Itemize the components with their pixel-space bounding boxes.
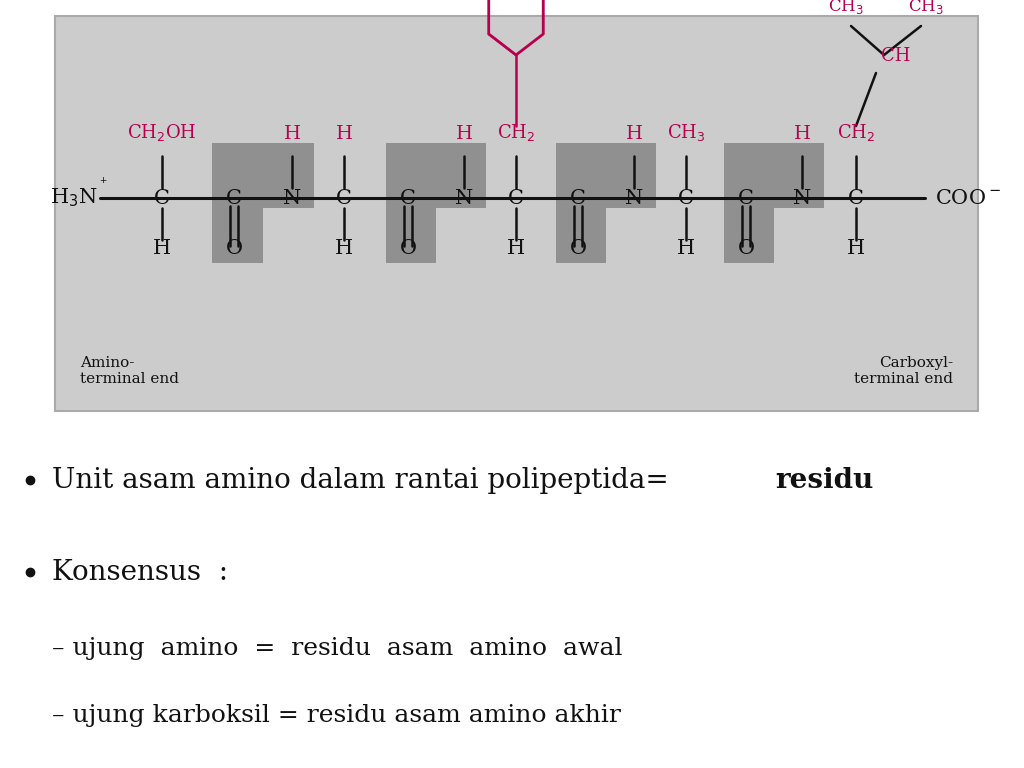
Text: Konsensus  :: Konsensus : [52,558,228,586]
Bar [386,143,486,208]
Text: $^+$: $^+$ [98,177,109,190]
Text: H$_3$N: H$_3$N [50,187,98,210]
Text: H: H [847,239,865,257]
Text: O: O [569,239,587,257]
Text: CH$_3$: CH$_3$ [828,0,864,16]
Text: H: H [456,125,472,143]
Bar [386,198,436,263]
Text: H: H [153,239,171,257]
Text: Carboxyl-
terminal end: Carboxyl- terminal end [854,356,953,386]
Text: COO$^-$: COO$^-$ [935,188,1001,207]
Text: C: C [336,188,352,207]
Text: N: N [793,188,811,207]
Bar [724,198,774,263]
Text: C: C [570,188,586,207]
Text: CH$_2$: CH$_2$ [497,122,536,143]
Text: H: H [335,239,353,257]
Bar [212,143,314,208]
Text: H: H [336,125,352,143]
Text: C: C [848,188,864,207]
Text: Unit asam amino dalam rantai polipeptida=: Unit asam amino dalam rantai polipeptida… [52,466,678,494]
Text: – ujung karboksil = residu asam amino akhir: – ujung karboksil = residu asam amino ak… [52,704,621,727]
Text: Amino-
terminal end: Amino- terminal end [80,356,179,386]
Text: N: N [283,188,301,207]
Text: C: C [738,188,754,207]
Text: C: C [678,188,694,207]
Text: CH$_3$: CH$_3$ [667,122,706,143]
Text: CH$_2$: CH$_2$ [837,122,876,143]
Bar [212,198,263,263]
Text: O: O [225,239,243,257]
Text: H: H [794,125,811,143]
Text: residu: residu [775,466,873,494]
Text: H: H [626,125,642,143]
Text: N: N [625,188,643,207]
Bar [556,143,656,208]
Text: CH$_3$: CH$_3$ [908,0,944,16]
Text: H: H [507,239,525,257]
Text: O: O [399,239,417,257]
Text: – ujung  amino  =  residu  asam  amino  awal: – ujung amino = residu asam amino awal [52,637,623,660]
Bar [724,143,824,208]
Text: CH$_2$OH: CH$_2$OH [127,122,197,143]
Text: CH: CH [881,47,910,65]
Text: C: C [154,188,170,207]
Text: H: H [677,239,695,257]
Text: C: C [508,188,524,207]
Text: N: N [455,188,473,207]
Text: H: H [284,125,300,143]
Bar [556,198,606,263]
Text: C: C [226,188,242,207]
Text: O: O [737,239,755,257]
Bar [55,16,978,411]
Text: C: C [400,188,416,207]
